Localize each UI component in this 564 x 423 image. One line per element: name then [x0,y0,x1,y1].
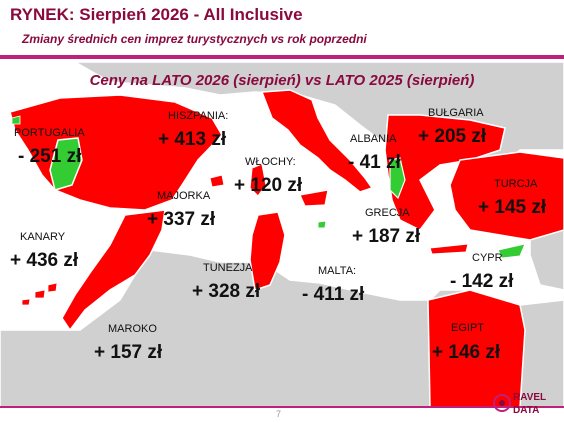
map-title: Ceny na LATO 2026 (sierpień) vs LATO 202… [89,72,475,89]
region-balkany [384,114,506,231]
value-hiszpania: + 413 zł [158,129,227,150]
logo-text-top: RAVEL [513,392,546,403]
logo-text-bottom: DATA [513,405,539,416]
label-wlochy: WŁOCHY: [245,156,296,168]
slide-title: RYNEK: Sierpień 2026 - All Inclusive [10,5,303,24]
value-malta: - 411 zł [302,284,365,305]
value-bulgaria: + 205 zł [418,126,487,147]
mediterranean-map [0,62,564,407]
label-turcja: TURCJA [494,178,538,190]
region-turcja [449,151,564,241]
label-tunezja: TUNEZJA [203,262,253,274]
label-cypr: CYPR [472,252,503,264]
header-divider [0,55,564,59]
label-kanary: KANARY [20,231,66,243]
value-majorka: + 337 zł [147,209,216,230]
slide-header: RYNEK: Sierpień 2026 - All Inclusive Zmi… [0,0,564,62]
region-maroko [61,209,166,332]
region-tunezja [249,211,286,291]
label-albania: ALBANIA [350,133,397,145]
label-bulgaria: BUŁGARIA [428,107,484,119]
region-portugalia [49,137,83,191]
value-portugalia: - 251 zł [18,146,82,167]
label-malta: MALTA: [318,265,357,277]
region-malta [317,220,327,229]
region-wlochy [260,89,374,193]
region-egipt [427,289,526,407]
value-egipt: + 146 zł [432,342,501,363]
value-tunezja: + 328 zł [192,281,261,302]
footer-divider [0,406,564,408]
slide-subtitle: Zmiany średnich cen imprez turystycznych… [22,32,367,46]
value-turcja: + 145 zł [478,197,547,218]
label-egipt: EGIPT [451,322,485,334]
region-cypr [497,243,526,259]
value-wlochy: + 120 zł [234,175,303,196]
label-grecja: GRECJA [365,207,410,219]
page-number: 7 [276,409,282,419]
value-cypr: - 142 zł [450,271,514,292]
value-grecja: + 187 zł [352,226,421,247]
label-majorka: MAJORKA [157,190,211,202]
value-kanary: + 436 zł [10,250,79,271]
value-albania: - 41 zł [348,152,401,173]
value-maroko: + 157 zł [94,342,163,363]
label-hiszpania: HISZPANIA: [168,110,229,122]
label-maroko: MAROKO [108,323,157,335]
region-albania [389,157,406,200]
travel-data-logo: RAVEL DATA [493,392,546,416]
label-portugalia: PORTUGALIA [14,127,85,139]
